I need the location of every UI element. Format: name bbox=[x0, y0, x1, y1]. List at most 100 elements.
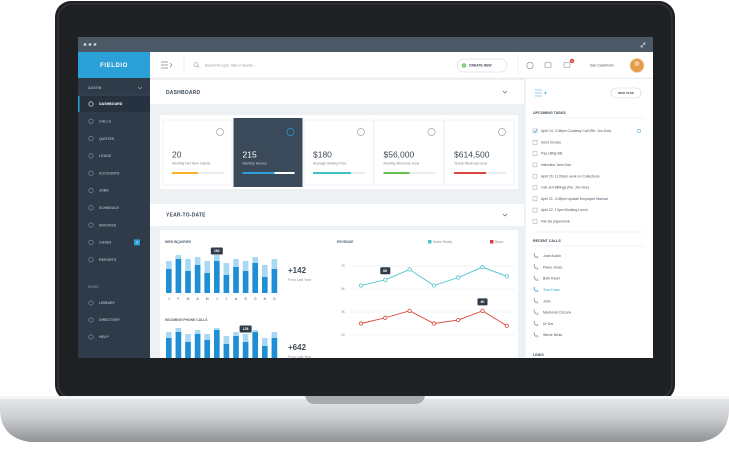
new-task-button[interactable] bbox=[610, 87, 642, 99]
tooltip-value: 4K bbox=[480, 300, 485, 304]
logo[interactable]: FIELDIO bbox=[100, 63, 128, 69]
collapse-icon[interactable] bbox=[502, 213, 508, 217]
tooltip-value: 182 bbox=[214, 249, 220, 253]
nav-item[interactable]: LEADS bbox=[99, 154, 112, 158]
nav-icon bbox=[88, 136, 94, 142]
nav-item[interactable]: QUOTES bbox=[99, 137, 115, 141]
call-item[interactable]: Madonna Ciccone bbox=[543, 311, 571, 315]
menu-toggle[interactable] bbox=[161, 61, 173, 69]
call-item[interactable]: Beth Redd bbox=[543, 277, 560, 281]
inbox-icon[interactable] bbox=[563, 62, 571, 68]
collapse-icon[interactable] bbox=[502, 90, 508, 94]
search-input[interactable]: Search for a job, task or income... bbox=[205, 63, 256, 67]
task-checkbox[interactable] bbox=[532, 128, 538, 134]
task-item[interactable]: Send Invoice bbox=[541, 140, 561, 144]
nav-item[interactable]: REPORTS bbox=[99, 258, 117, 262]
screen: FIELDIO Search for a job, task or income… bbox=[78, 37, 653, 358]
window-dot bbox=[93, 43, 97, 46]
call-item[interactable]: Jose Austin bbox=[543, 254, 561, 258]
message-icon[interactable] bbox=[544, 62, 552, 68]
bar bbox=[166, 269, 172, 293]
card[interactable] bbox=[444, 119, 515, 186]
call-item[interactable]: John bbox=[543, 299, 551, 303]
task-checkbox[interactable] bbox=[532, 207, 538, 213]
phone-icon bbox=[533, 263, 539, 270]
nav-item[interactable]: JOBS bbox=[99, 189, 109, 193]
data-point bbox=[383, 277, 388, 282]
card-value: 215 bbox=[243, 149, 257, 159]
user-name[interactable]: Dan Cederholm bbox=[590, 64, 614, 68]
card[interactable] bbox=[162, 119, 233, 186]
task-item[interactable]: File tax paperwork bbox=[541, 220, 570, 224]
data-point bbox=[431, 283, 436, 288]
bar bbox=[271, 338, 278, 358]
task-checkbox[interactable] bbox=[532, 173, 538, 179]
nav-item[interactable]: CALLS bbox=[99, 119, 112, 123]
phone-icon bbox=[533, 320, 539, 327]
expand-icon[interactable] bbox=[640, 42, 646, 48]
dashboard-header bbox=[150, 80, 524, 104]
location-selector[interactable]: AUSTIN bbox=[88, 86, 102, 90]
nav-item[interactable]: LIBRARY bbox=[99, 301, 115, 305]
card-value: $180 bbox=[313, 149, 332, 159]
links-title: LINKS bbox=[533, 353, 544, 357]
nav-icon bbox=[88, 222, 94, 228]
chart-title: WEB INQUIRIES bbox=[165, 240, 192, 244]
nav-item[interactable]: ACCOUNTS bbox=[99, 171, 120, 175]
bar bbox=[185, 271, 191, 293]
task-item[interactable]: Interview John Doe bbox=[541, 163, 571, 167]
data-point bbox=[383, 315, 388, 320]
data-point bbox=[431, 321, 436, 326]
nav-item[interactable]: HELP bbox=[99, 335, 109, 339]
call-item[interactable]: Paulo Jones bbox=[543, 265, 563, 269]
task-item[interactable]: Pay Utility Bill bbox=[541, 152, 562, 156]
task-checkbox[interactable] bbox=[532, 196, 538, 202]
task-checkbox[interactable] bbox=[532, 219, 538, 224]
month-label: A bbox=[196, 297, 199, 301]
clock-icon[interactable] bbox=[526, 61, 534, 69]
nav-icon bbox=[88, 239, 94, 245]
task-checkbox[interactable] bbox=[532, 151, 538, 156]
card[interactable] bbox=[374, 119, 444, 186]
card-value: $56,000 bbox=[384, 149, 415, 159]
month-label: F bbox=[177, 297, 179, 301]
task-item[interactable]: April 14, 3:45pm Courtesy Call (Re: Jon … bbox=[541, 129, 611, 133]
nav-item[interactable]: SCHEDULE bbox=[99, 206, 119, 210]
stat-value: +642 bbox=[288, 343, 307, 352]
nav-item[interactable]: CASES bbox=[99, 241, 112, 245]
task-item[interactable]: April 21, 3:45pm Update Employee Manual bbox=[541, 197, 608, 201]
nav-item[interactable]: INVOICES bbox=[99, 223, 117, 227]
task-list-icon[interactable] bbox=[535, 89, 547, 97]
dashboard-title: DASHBOARD bbox=[166, 90, 200, 96]
bar bbox=[204, 340, 210, 358]
tooltip-value: 128 bbox=[243, 327, 249, 331]
card-active[interactable] bbox=[233, 118, 303, 187]
card[interactable] bbox=[303, 119, 374, 186]
nav-item[interactable]: DIRECTORY bbox=[99, 318, 121, 322]
call-item[interactable]: Stevie Nicks bbox=[543, 333, 563, 337]
nav-icon bbox=[88, 317, 94, 323]
card-label: Monthly Revenue Goal bbox=[384, 161, 420, 165]
data-point bbox=[456, 317, 461, 323]
nav-item[interactable]: DASHBOARD bbox=[99, 102, 123, 106]
task-item[interactable]: Call Jen Millings (Re: Jon Doe) bbox=[541, 186, 589, 190]
task-checkbox[interactable] bbox=[532, 140, 538, 145]
phone-icon bbox=[533, 308, 539, 315]
task-item[interactable]: April 22, 12pm Working Lunch bbox=[541, 208, 588, 212]
call-item[interactable]: Dr Dre bbox=[543, 322, 553, 326]
task-item[interactable]: April 20, 11:00am work on Collections bbox=[541, 174, 600, 178]
task-checkbox[interactable] bbox=[532, 185, 538, 190]
data-point bbox=[358, 321, 364, 326]
card-icon bbox=[498, 128, 506, 136]
create-new-button[interactable] bbox=[456, 58, 508, 73]
task-checkbox[interactable] bbox=[532, 162, 538, 168]
checkmark bbox=[533, 128, 538, 133]
call-item[interactable]: Tina Fores bbox=[543, 288, 560, 292]
bar bbox=[175, 259, 182, 293]
bar bbox=[214, 330, 220, 358]
bar bbox=[194, 265, 201, 293]
progress-fill bbox=[172, 172, 198, 174]
month-label: A bbox=[235, 297, 238, 301]
search-icon bbox=[193, 62, 199, 67]
